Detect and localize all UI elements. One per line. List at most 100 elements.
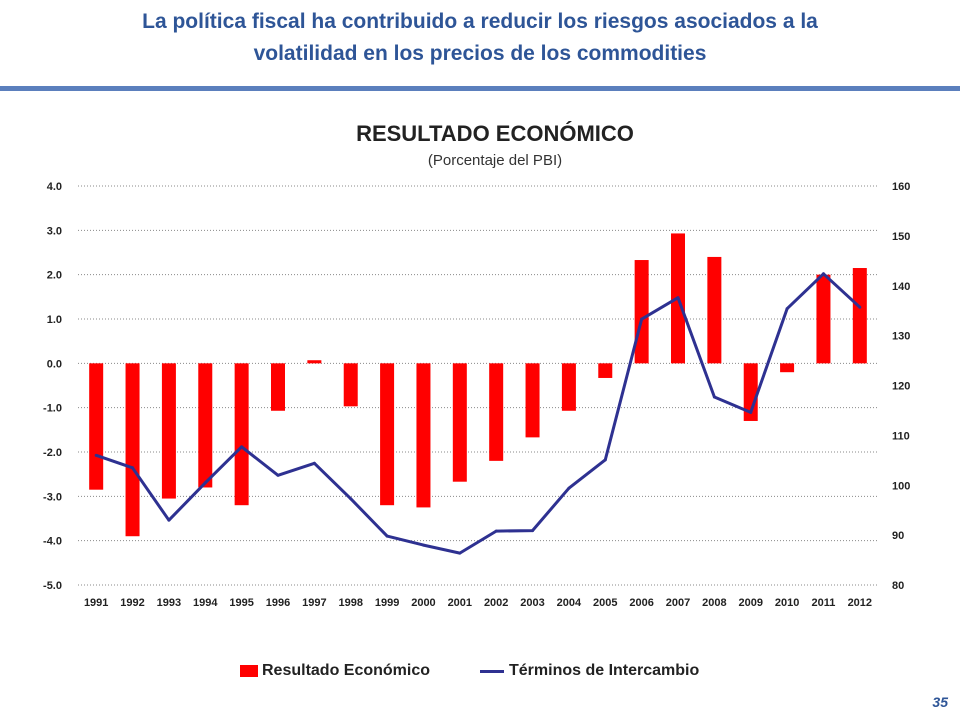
- x-tick-label: 1991: [84, 597, 108, 609]
- chart-title: RESULTADO ECONÓMICO: [356, 121, 634, 146]
- line-point: [494, 529, 498, 533]
- line-point: [531, 529, 535, 533]
- left-tick-label: 4.0: [47, 181, 62, 193]
- chart-gridlines: [78, 185, 878, 586]
- left-tick-label: -3.0: [43, 491, 62, 503]
- bar: [416, 363, 431, 508]
- left-tick-label: -2.0: [43, 447, 62, 459]
- bar: [89, 363, 104, 490]
- legend-label-terminos-de-intercambio: Términos de Intercambio: [509, 662, 700, 679]
- x-tick-label: 1996: [266, 597, 290, 609]
- line-point: [567, 486, 571, 490]
- left-tick-label: -5.0: [43, 580, 62, 592]
- x-tick-label: 2000: [411, 597, 435, 609]
- bar: [452, 363, 467, 482]
- line-point: [821, 272, 825, 276]
- bar: [271, 363, 285, 411]
- slide-title-line-1: La política fiscal ha contribuido a redu…: [142, 10, 818, 33]
- series-line: [95, 272, 861, 555]
- x-axis-ticks: 1991 1992 1993 1994 1995 1996 1997 1998 1999 2000…: [84, 597, 872, 609]
- line-point: [858, 305, 862, 309]
- left-tick-label: -4.0: [43, 536, 62, 548]
- x-tick-label: 2006: [629, 597, 653, 609]
- x-tick-label: 2007: [666, 597, 690, 609]
- bar: [489, 363, 504, 461]
- right-tick-label: 160: [892, 181, 910, 193]
- x-tick-label: 2008: [702, 597, 726, 609]
- legend-item-terminos-de-intercambio: Términos de Intercambio: [480, 662, 699, 680]
- slide-title: La política fiscal ha contribuido a redu…: [0, 6, 960, 70]
- right-tick-label: 110: [892, 430, 910, 442]
- legend-item-resultado-economico: Resultado Económico: [240, 662, 430, 680]
- right-tick-label: 90: [892, 530, 904, 542]
- bar: [343, 363, 358, 407]
- bar: [561, 363, 576, 411]
- line-point: [349, 497, 353, 501]
- x-tick-label: 2012: [848, 597, 872, 609]
- line-point: [167, 518, 171, 522]
- chart: 4.03.02.01.00.0-1.0-2.0-3.0-4.0-5.0 1601…: [43, 181, 910, 609]
- title-divider: [0, 86, 960, 91]
- left-tick-label: 0.0: [47, 358, 62, 370]
- x-tick-label: 2001: [448, 597, 472, 609]
- bar: [161, 363, 176, 499]
- bar: [780, 363, 795, 373]
- x-tick-label: 1992: [120, 597, 144, 609]
- right-tick-label: 100: [892, 480, 910, 492]
- x-tick-label: 2010: [775, 597, 799, 609]
- right-tick-label: 150: [892, 231, 910, 243]
- right-tick-label: 140: [892, 281, 910, 293]
- line-point: [312, 461, 316, 465]
- line-point: [240, 445, 244, 449]
- chart-subtitle: (Porcentaje del PBI): [427, 152, 563, 169]
- x-tick-label: 1995: [229, 597, 253, 609]
- x-tick-label: 1993: [157, 597, 181, 609]
- bar-series-resultado-economico: [89, 233, 867, 537]
- page-number: 35: [932, 694, 948, 710]
- bar: [634, 260, 649, 364]
- line-point: [749, 410, 753, 414]
- bar: [816, 274, 831, 364]
- line-point: [203, 481, 207, 485]
- right-tick-label: 130: [892, 331, 910, 343]
- left-axis-ticks: 4.0 3.0 2.0 1.0 0.0 -1.0 -2.0 -3.0 -4.0 -5.0: [43, 181, 62, 592]
- x-tick-label: 2004: [557, 597, 582, 609]
- bar: [380, 363, 395, 506]
- left-tick-label: 2.0: [47, 270, 62, 282]
- x-tick-label: 2009: [738, 597, 762, 609]
- bar: [598, 363, 613, 378]
- x-tick-label: 2005: [593, 597, 617, 609]
- bar: [307, 360, 322, 364]
- left-tick-label: 3.0: [47, 225, 62, 237]
- right-tick-label: 80: [892, 580, 904, 592]
- bar: [852, 268, 867, 364]
- line-point: [94, 453, 98, 457]
- legend-swatch-line: [480, 669, 504, 673]
- x-tick-label: 2011: [812, 597, 836, 609]
- left-tick-label: 1.0: [47, 314, 62, 326]
- left-tick-label: -1.0: [43, 403, 62, 415]
- bar: [707, 256, 722, 364]
- line-series-terminos-de-intercambio: [94, 272, 862, 555]
- line-point: [276, 473, 280, 477]
- x-tick-label: 1999: [375, 597, 399, 609]
- bar: [525, 363, 540, 438]
- line-point: [131, 466, 135, 470]
- legend-swatch-bar: [240, 665, 258, 677]
- legend-label-resultado-economico: Resultado Económico: [262, 662, 431, 679]
- x-tick-label: 2002: [484, 597, 508, 609]
- line-point: [603, 458, 607, 462]
- x-tick-label: 2003: [520, 597, 544, 609]
- bar: [125, 363, 140, 537]
- slide-title-line-2: volatilidad en los precios de los commod…: [253, 42, 707, 65]
- line-point: [712, 395, 716, 399]
- x-tick-label: 1998: [338, 597, 362, 609]
- line-point: [785, 307, 789, 311]
- right-tick-label: 120: [892, 381, 910, 393]
- bar: [198, 363, 213, 488]
- x-tick-label: 1997: [302, 597, 326, 609]
- line-point: [676, 296, 680, 300]
- right-axis-ticks: 160 150 140 130 120 110 100 90 80: [892, 181, 910, 592]
- chart-legend: Resultado Económico Términos de Intercam…: [0, 662, 960, 686]
- line-point: [458, 551, 462, 555]
